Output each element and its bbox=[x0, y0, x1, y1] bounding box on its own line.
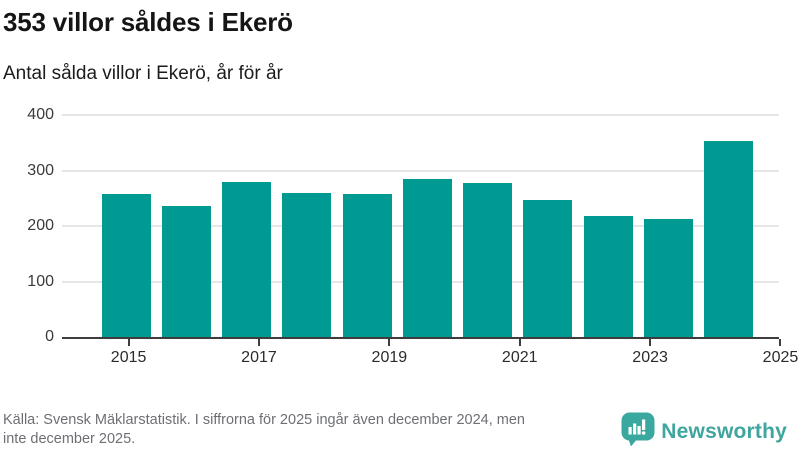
x-slot bbox=[422, 339, 487, 371]
bar-2023 bbox=[583, 216, 633, 337]
x-slot: 2023 bbox=[618, 339, 683, 371]
x-axis-row: 2015 2017 2019 2021 2023 2025 bbox=[62, 339, 800, 371]
x-slot: 2015 bbox=[96, 339, 161, 371]
x-tick-label: 2017 bbox=[241, 349, 277, 366]
bar-slot bbox=[638, 115, 698, 337]
x-tick bbox=[779, 339, 782, 346]
x-tick-label: 2025 bbox=[762, 349, 799, 366]
bar-2019 bbox=[342, 193, 392, 337]
bar-2021 bbox=[463, 183, 513, 337]
source-note: Källa: Svensk Mäklarstatistik. I siffror… bbox=[3, 411, 638, 449]
y-tick-label: 400 bbox=[27, 106, 54, 123]
bar-2025 bbox=[704, 141, 754, 337]
bars-row bbox=[62, 115, 779, 337]
x-slot bbox=[292, 339, 357, 371]
x-slot bbox=[161, 339, 226, 371]
bar-slot bbox=[518, 115, 578, 337]
x-tick bbox=[649, 339, 652, 346]
x-tick bbox=[388, 339, 391, 346]
bar-2018 bbox=[282, 192, 332, 337]
bar-2015 bbox=[101, 194, 151, 337]
y-axis-labels: 0 100 200 300 400 bbox=[0, 107, 54, 345]
plot-area bbox=[62, 114, 779, 339]
x-tick bbox=[518, 339, 521, 346]
bar-slot bbox=[699, 115, 759, 337]
x-tick-label: 2015 bbox=[110, 349, 147, 366]
bar-slot bbox=[578, 115, 638, 337]
x-tick-label: 2023 bbox=[632, 349, 668, 366]
newsworthy-wordmark: Newsworthy bbox=[661, 419, 787, 443]
x-slot bbox=[683, 339, 748, 371]
newsworthy-speech-bubble-bar-chart-icon bbox=[621, 412, 655, 450]
x-slot: 2021 bbox=[487, 339, 552, 371]
bar-slot bbox=[397, 115, 457, 337]
bar-2016 bbox=[161, 206, 211, 337]
bar-slot bbox=[96, 115, 156, 337]
x-slot bbox=[552, 339, 617, 371]
x-tick bbox=[127, 339, 130, 346]
bar-2022 bbox=[523, 199, 573, 337]
bar-2020 bbox=[402, 179, 452, 337]
gridline-400 bbox=[62, 114, 779, 116]
x-slot: 2019 bbox=[357, 339, 422, 371]
x-slot: 2025 bbox=[748, 339, 800, 371]
source-line-1: Källa: Svensk Mäklarstatistik. I siffror… bbox=[3, 412, 525, 428]
x-tick-label: 2021 bbox=[501, 349, 538, 366]
bar-slot bbox=[277, 115, 337, 337]
y-tick-label: 200 bbox=[27, 217, 54, 234]
y-tick-label: 300 bbox=[27, 161, 54, 179]
bar-slot bbox=[337, 115, 397, 337]
newsworthy-logo: Newsworthy bbox=[621, 412, 787, 450]
bar-2017 bbox=[222, 181, 272, 337]
bar-slot bbox=[217, 115, 277, 337]
bar-slot bbox=[458, 115, 518, 337]
x-tick-label: 2019 bbox=[371, 349, 408, 366]
y-tick-label: 100 bbox=[27, 272, 54, 290]
source-line-2: inte december 2025. bbox=[3, 431, 136, 447]
x-slot: 2017 bbox=[226, 339, 291, 371]
chart-title: 353 villor såldes i Ekerö bbox=[3, 7, 293, 37]
y-tick-label: 0 bbox=[45, 328, 54, 345]
x-tick bbox=[257, 339, 260, 346]
bar-2024 bbox=[644, 218, 694, 337]
chart-subtitle: Antal sålda villor i Ekerö, år för år bbox=[3, 63, 283, 84]
bar-slot bbox=[156, 115, 216, 337]
gridline-300 bbox=[62, 169, 779, 172]
